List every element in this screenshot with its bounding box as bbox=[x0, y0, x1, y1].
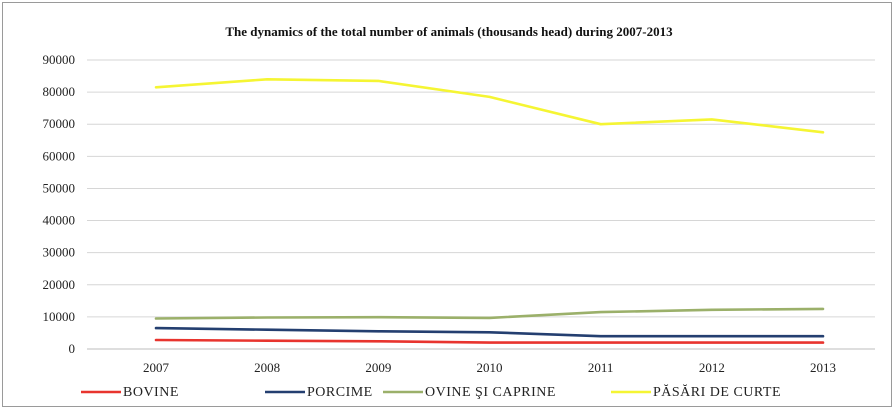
series-line bbox=[154, 307, 825, 320]
series-line bbox=[154, 338, 825, 344]
y-tick-label: 20000 bbox=[43, 277, 76, 292]
x-tick-label: 2009 bbox=[365, 360, 391, 375]
legend: BOVINE PORCIME OVINE ŞI CAPRINE PĂSĂRI DE C… bbox=[81, 383, 781, 400]
chart-frame: The dynamics of the total number of anim… bbox=[2, 2, 892, 407]
y-tick-label: 60000 bbox=[43, 148, 76, 163]
x-tick-label: 2013 bbox=[810, 360, 836, 375]
x-tick-label: 2010 bbox=[477, 360, 503, 375]
legend-label: PORCIME bbox=[307, 385, 373, 400]
legend-label: BOVINE bbox=[123, 385, 179, 400]
x-tick-label: 2007 bbox=[143, 360, 170, 375]
x-tick-label: 2011 bbox=[588, 360, 614, 375]
x-axis-ticks: 2007 2008 2009 2010 2011 2012 2013 bbox=[143, 360, 836, 375]
chart-title: The dynamics of the total number of anim… bbox=[225, 24, 673, 39]
y-tick-label: 40000 bbox=[43, 213, 76, 228]
series-line bbox=[154, 326, 825, 338]
series-line bbox=[154, 78, 825, 134]
y-tick-label: 70000 bbox=[43, 116, 76, 131]
y-tick-label: 0 bbox=[69, 341, 76, 356]
gridlines bbox=[87, 59, 875, 350]
y-tick-label: 90000 bbox=[43, 52, 76, 67]
series-lines bbox=[154, 78, 825, 344]
y-tick-label: 10000 bbox=[43, 309, 76, 324]
x-tick-label: 2008 bbox=[254, 360, 280, 375]
y-tick-label: 50000 bbox=[43, 180, 76, 195]
legend-label: OVINE ŞI CAPRINE bbox=[425, 385, 556, 400]
y-tick-label: 80000 bbox=[43, 84, 76, 99]
legend-label: PĂSĂRI DE CURTE bbox=[653, 383, 781, 400]
y-tick-label: 30000 bbox=[43, 245, 76, 260]
y-axis-ticks: 0 10000 20000 30000 40000 50000 60000 70000 8000… bbox=[43, 52, 76, 356]
line-chart: The dynamics of the total number of anim… bbox=[43, 24, 875, 400]
x-tick-label: 2012 bbox=[699, 360, 725, 375]
